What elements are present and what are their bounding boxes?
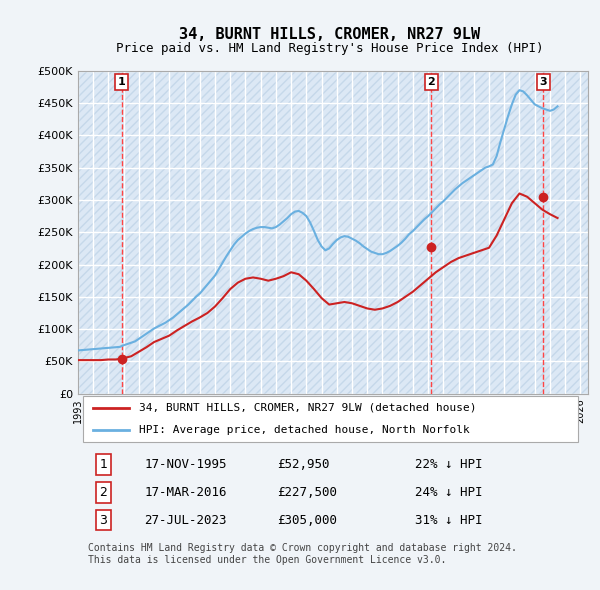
Text: 34, BURNT HILLS, CROMER, NR27 9LW (detached house): 34, BURNT HILLS, CROMER, NR27 9LW (detac… [139,403,476,413]
Text: 31% ↓ HPI: 31% ↓ HPI [415,513,482,527]
Text: 1: 1 [118,77,126,87]
Text: 2: 2 [427,77,435,87]
Text: 27-JUL-2023: 27-JUL-2023 [145,513,227,527]
Text: £227,500: £227,500 [277,486,337,499]
Text: 2: 2 [100,486,107,499]
Text: 1: 1 [100,458,107,471]
Text: HPI: Average price, detached house, North Norfolk: HPI: Average price, detached house, Nort… [139,425,470,435]
Text: Contains HM Land Registry data © Crown copyright and database right 2024.
This d: Contains HM Land Registry data © Crown c… [88,543,517,565]
Text: 22% ↓ HPI: 22% ↓ HPI [415,458,482,471]
Text: £52,950: £52,950 [277,458,329,471]
FancyBboxPatch shape [83,396,578,442]
Text: £305,000: £305,000 [277,513,337,527]
Text: 34, BURNT HILLS, CROMER, NR27 9LW: 34, BURNT HILLS, CROMER, NR27 9LW [179,27,481,41]
Text: 3: 3 [539,77,547,87]
Text: 24% ↓ HPI: 24% ↓ HPI [415,486,482,499]
Text: 17-MAR-2016: 17-MAR-2016 [145,486,227,499]
Text: 3: 3 [100,513,107,527]
Text: Price paid vs. HM Land Registry's House Price Index (HPI): Price paid vs. HM Land Registry's House … [116,42,544,55]
Text: 17-NOV-1995: 17-NOV-1995 [145,458,227,471]
